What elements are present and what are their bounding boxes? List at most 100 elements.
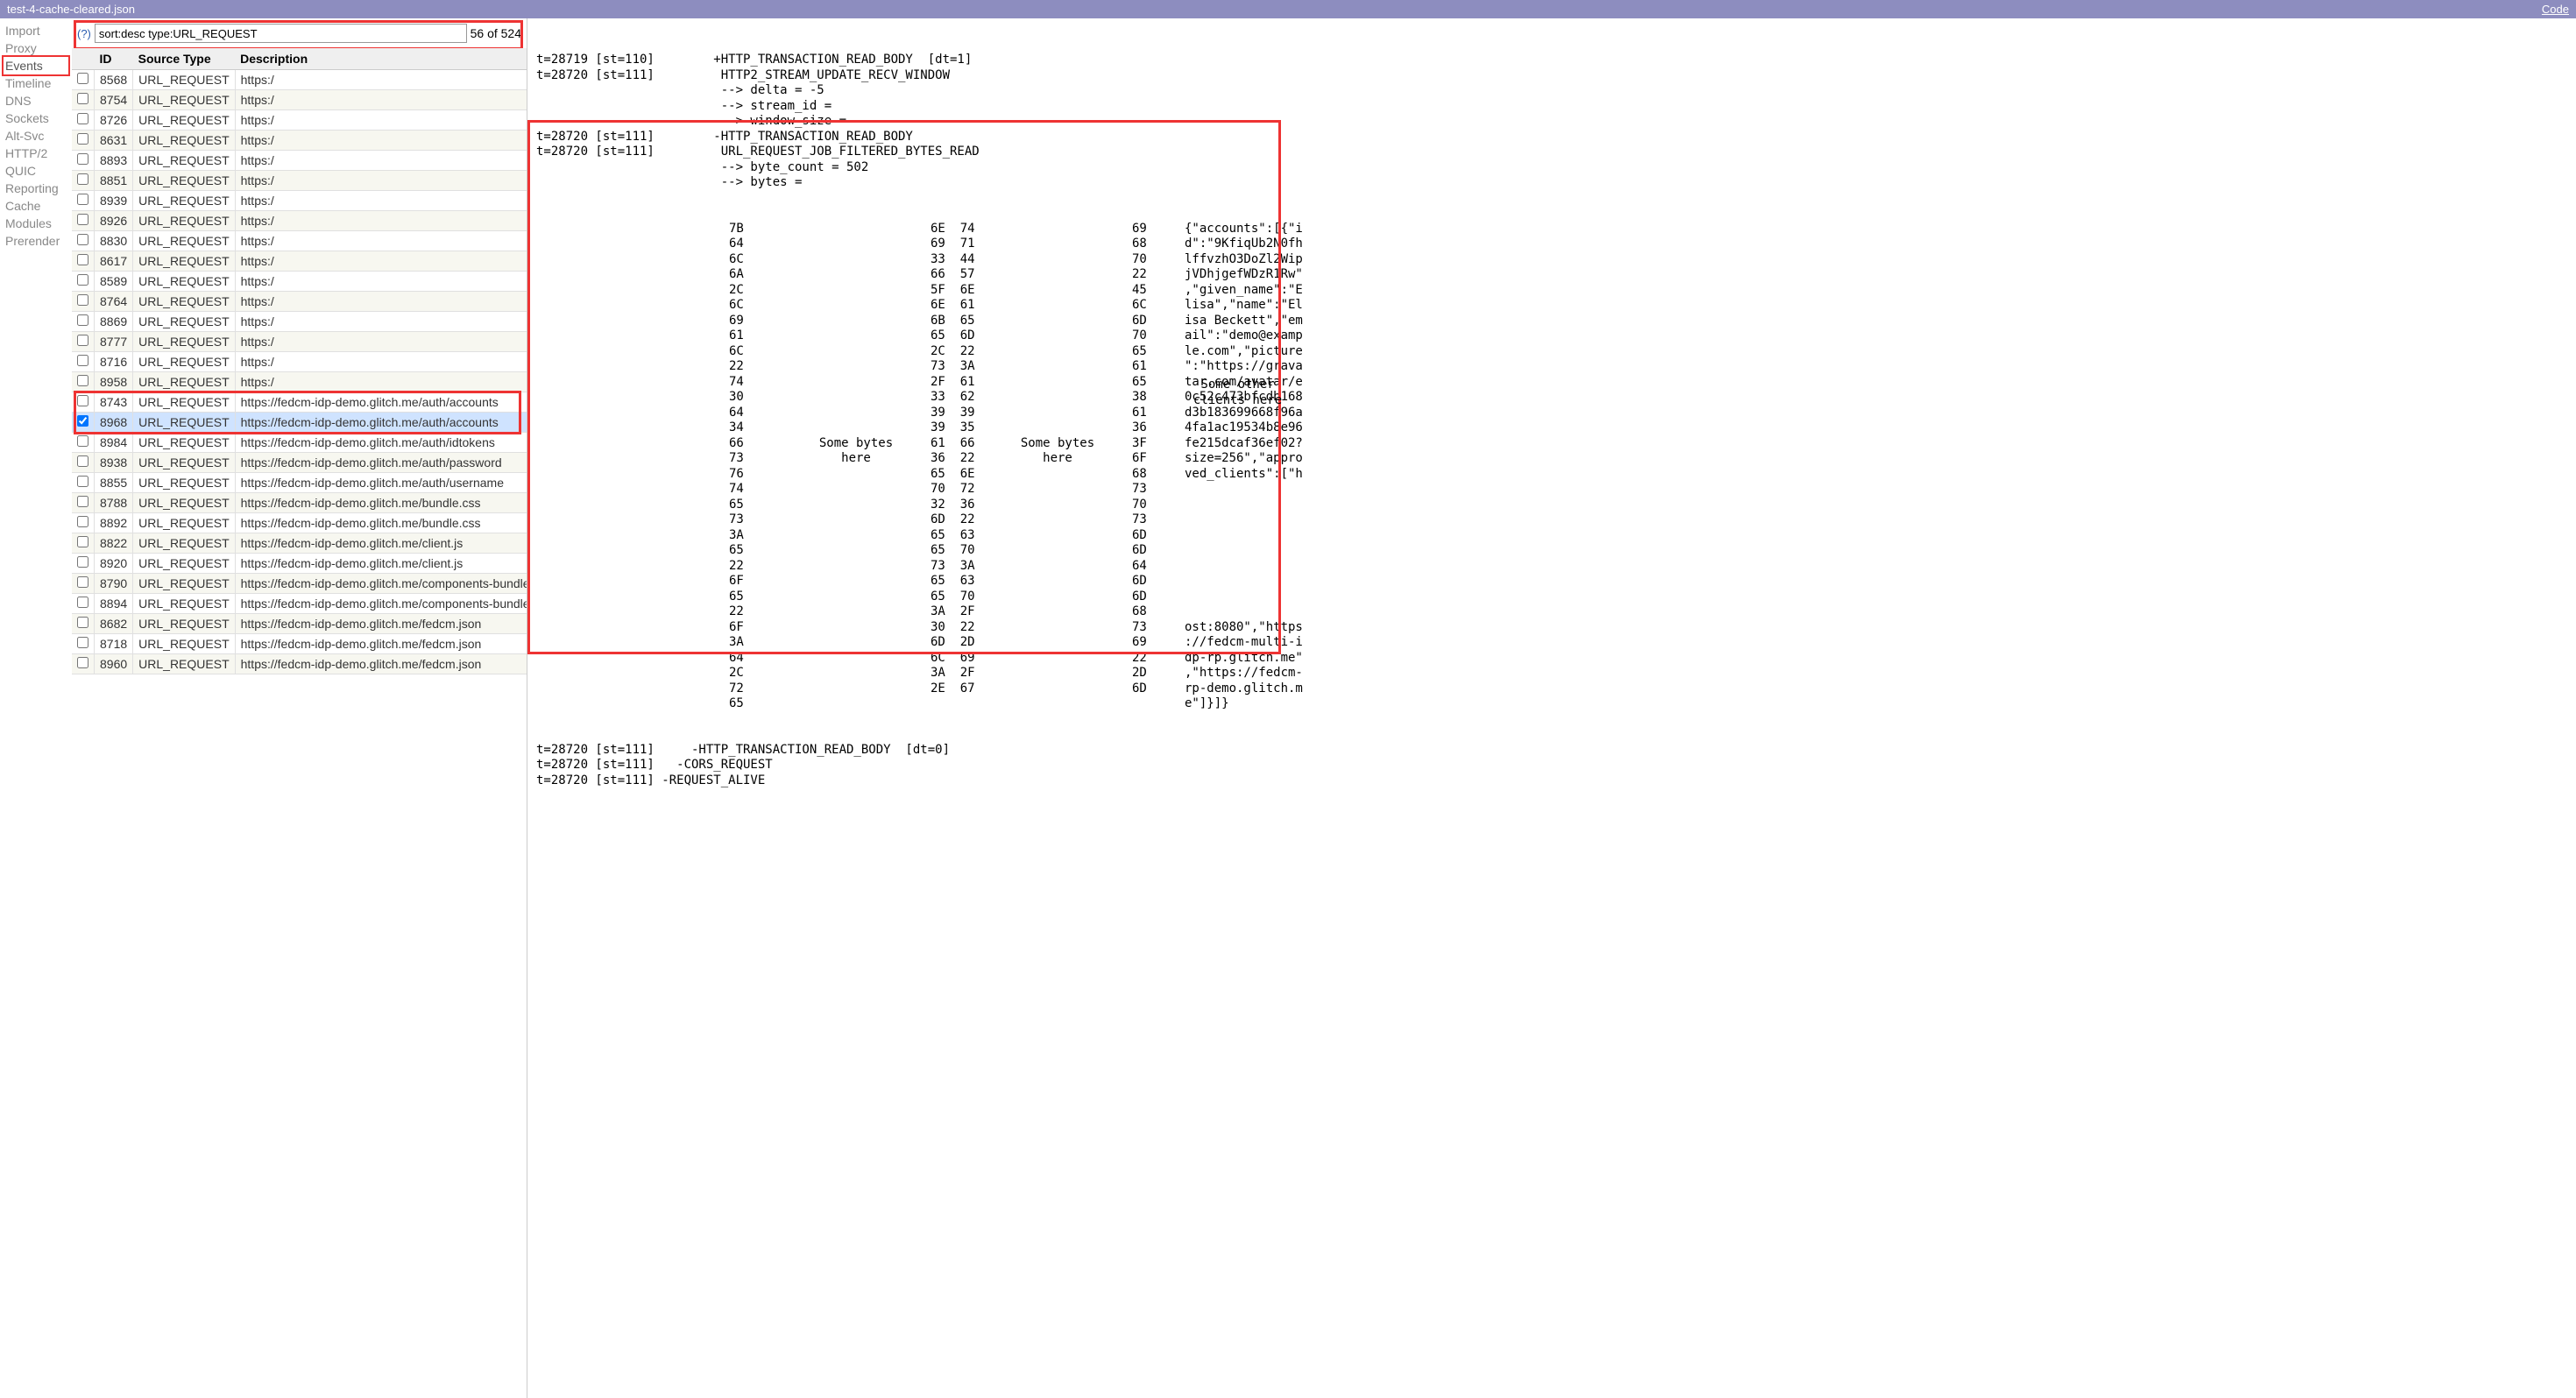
col-header[interactable]: Source Type	[133, 48, 235, 70]
hex-note	[782, 252, 931, 268]
table-row[interactable]: 8631URL_REQUESThttps:/	[72, 131, 527, 151]
sidebar-item-reporting[interactable]: Reporting	[5, 180, 67, 197]
hex-note	[983, 237, 1132, 252]
table-row[interactable]: 8830URL_REQUESThttps:/	[72, 231, 527, 251]
hex-col3: 6D	[1132, 543, 1185, 559]
sidebar-item-import[interactable]: Import	[5, 22, 67, 39]
hex-ascii: ":"https://grava	[1185, 359, 1325, 375]
row-checkbox[interactable]	[77, 496, 88, 507]
table-row[interactable]: 8960URL_REQUESThttps://fedcm-idp-demo.gl…	[72, 654, 527, 674]
row-checkbox[interactable]	[77, 335, 88, 346]
row-checkbox[interactable]	[77, 597, 88, 608]
table-row[interactable]: 8855URL_REQUESThttps://fedcm-idp-demo.gl…	[72, 473, 527, 493]
table-row[interactable]: 8568URL_REQUESThttps:/	[72, 70, 527, 90]
row-checkbox[interactable]	[77, 113, 88, 124]
sidebar-item-events[interactable]: Events	[2, 55, 70, 76]
row-checkbox[interactable]	[77, 415, 88, 427]
sidebar-item-timeline[interactable]: Timeline	[5, 74, 67, 92]
table-row[interactable]: 8718URL_REQUESThttps://fedcm-idp-demo.gl…	[72, 634, 527, 654]
row-checkbox[interactable]	[77, 274, 88, 286]
table-row[interactable]: 8984URL_REQUESThttps://fedcm-idp-demo.gl…	[72, 433, 527, 453]
table-row[interactable]: 8764URL_REQUESThttps:/	[72, 292, 527, 312]
table-row[interactable]: 8938URL_REQUESThttps://fedcm-idp-demo.gl…	[72, 453, 527, 473]
hex-col2: 65 63	[931, 528, 983, 544]
row-checkbox[interactable]	[77, 637, 88, 648]
row-checkbox[interactable]	[77, 133, 88, 145]
hex-note	[782, 359, 931, 375]
filter-input[interactable]	[95, 24, 467, 43]
sidebar-item-http2[interactable]: HTTP/2	[5, 145, 67, 162]
hex-col1: 65	[729, 696, 782, 712]
hex-col2: 70 72	[931, 482, 983, 498]
row-id: 8938	[95, 453, 133, 473]
hex-col3: 68	[1132, 467, 1185, 483]
row-checkbox[interactable]	[77, 355, 88, 366]
hex-note	[983, 512, 1132, 528]
row-description: https://fedcm-idp-demo.glitch.me/compone…	[235, 594, 527, 614]
row-source-type: URL_REQUEST	[133, 433, 235, 453]
sidebar-item-altsvc[interactable]: Alt-Svc	[5, 127, 67, 145]
row-description: https://fedcm-idp-demo.glitch.me/auth/id…	[235, 433, 527, 453]
table-row[interactable]: 8939URL_REQUESThttps:/	[72, 191, 527, 211]
hex-ascii: size=256","appro	[1185, 451, 1325, 467]
row-checkbox[interactable]	[77, 194, 88, 205]
row-checkbox[interactable]	[77, 173, 88, 185]
sidebar-item-sockets[interactable]: Sockets	[5, 109, 67, 127]
row-source-type: URL_REQUEST	[133, 272, 235, 292]
sidebar-item-prerender[interactable]: Prerender	[5, 232, 67, 250]
table-row[interactable]: 8926URL_REQUESThttps:/	[72, 211, 527, 231]
hex-col3: 73	[1132, 482, 1185, 498]
row-checkbox[interactable]	[77, 516, 88, 527]
row-checkbox[interactable]	[77, 576, 88, 588]
table-row[interactable]: 8790URL_REQUESThttps://fedcm-idp-demo.gl…	[72, 574, 527, 594]
table-row[interactable]: 8920URL_REQUESThttps://fedcm-idp-demo.gl…	[72, 554, 527, 574]
row-checkbox[interactable]	[77, 254, 88, 265]
filter-help-link[interactable]: (?)	[77, 27, 91, 40]
table-row[interactable]: 8958URL_REQUESThttps:/	[72, 372, 527, 392]
row-checkbox[interactable]	[77, 435, 88, 447]
row-checkbox[interactable]	[77, 617, 88, 628]
col-header[interactable]	[72, 48, 95, 70]
code-link[interactable]: Code	[2542, 3, 2569, 16]
table-row[interactable]: 8892URL_REQUESThttps://fedcm-idp-demo.gl…	[72, 513, 527, 533]
table-row[interactable]: 8788URL_REQUESThttps://fedcm-idp-demo.gl…	[72, 493, 527, 513]
row-checkbox[interactable]	[77, 93, 88, 104]
table-row[interactable]: 8716URL_REQUESThttps:/	[72, 352, 527, 372]
table-row[interactable]: 8777URL_REQUESThttps:/	[72, 332, 527, 352]
hex-col1: 6C	[729, 252, 782, 268]
sidebar-item-modules[interactable]: Modules	[5, 215, 67, 232]
sidebar-item-cache[interactable]: Cache	[5, 197, 67, 215]
row-checkbox[interactable]	[77, 395, 88, 406]
row-checkbox[interactable]	[77, 476, 88, 487]
row-checkbox[interactable]	[77, 294, 88, 306]
row-checkbox[interactable]	[77, 73, 88, 84]
sidebar-item-proxy[interactable]: Proxy	[5, 39, 67, 57]
row-checkbox[interactable]	[77, 214, 88, 225]
row-checkbox[interactable]	[77, 556, 88, 568]
table-row[interactable]: 8726URL_REQUESThttps:/	[72, 110, 527, 131]
hex-col1: 7B	[729, 222, 782, 237]
sidebar-item-dns[interactable]: DNS	[5, 92, 67, 109]
table-row[interactable]: 8822URL_REQUESThttps://fedcm-idp-demo.gl…	[72, 533, 527, 554]
table-row[interactable]: 8589URL_REQUESThttps:/	[72, 272, 527, 292]
table-row[interactable]: 8851URL_REQUESThttps:/	[72, 171, 527, 191]
table-row[interactable]: 8894URL_REQUESThttps://fedcm-idp-demo.gl…	[72, 594, 527, 614]
row-checkbox[interactable]	[77, 234, 88, 245]
sidebar-item-quic[interactable]: QUIC	[5, 162, 67, 180]
col-header[interactable]: ID	[95, 48, 133, 70]
row-checkbox[interactable]	[77, 455, 88, 467]
table-row[interactable]: 8968URL_REQUESThttps://fedcm-idp-demo.gl…	[72, 413, 527, 433]
table-row[interactable]: 8869URL_REQUESThttps:/	[72, 312, 527, 332]
row-checkbox[interactable]	[77, 314, 88, 326]
table-row[interactable]: 8893URL_REQUESThttps:/	[72, 151, 527, 171]
row-checkbox[interactable]	[77, 375, 88, 386]
row-checkbox[interactable]	[77, 536, 88, 547]
table-row[interactable]: 8754URL_REQUESThttps:/	[72, 90, 527, 110]
table-row[interactable]: 8743URL_REQUESThttps://fedcm-idp-demo.gl…	[72, 392, 527, 413]
table-row[interactable]: 8617URL_REQUESThttps:/	[72, 251, 527, 272]
row-checkbox[interactable]	[77, 657, 88, 668]
table-row[interactable]: 8682URL_REQUESThttps://fedcm-idp-demo.gl…	[72, 614, 527, 634]
hex-note	[983, 528, 1132, 544]
row-checkbox[interactable]	[77, 153, 88, 165]
col-header[interactable]: Description	[235, 48, 527, 70]
